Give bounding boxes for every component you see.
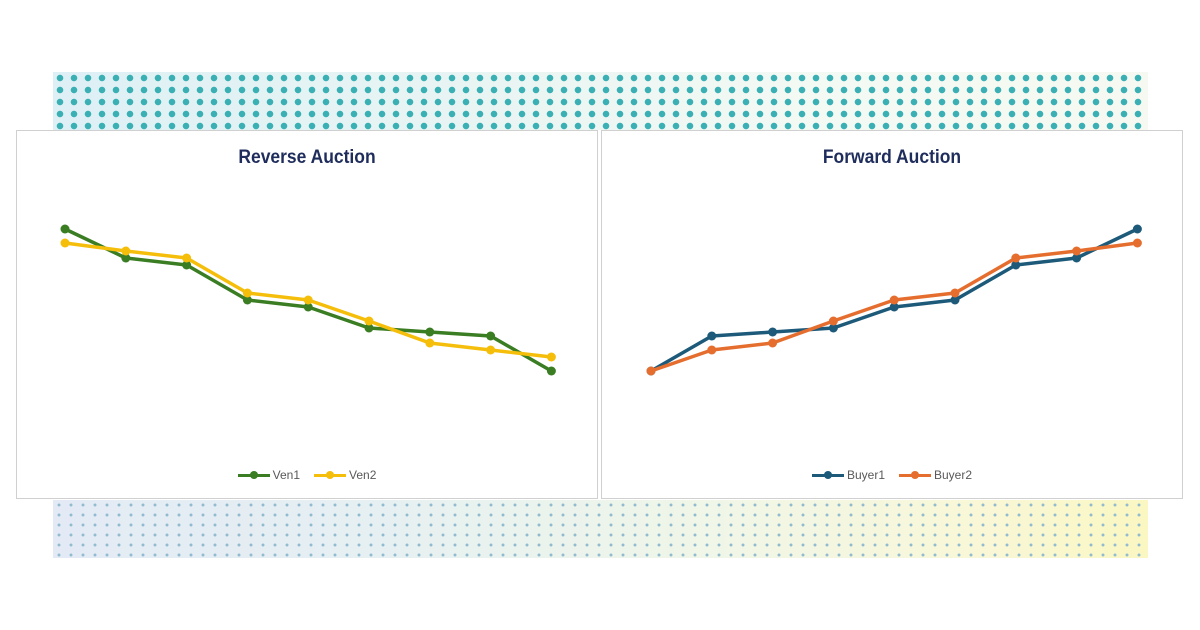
data-point-buyer2	[950, 288, 960, 298]
legend-swatch	[237, 470, 270, 479]
data-point-buyer1	[889, 302, 899, 312]
legend-swatch	[314, 470, 346, 479]
data-point-buyer2	[768, 338, 778, 348]
data-point-ven2	[546, 352, 556, 362]
data-point-ven1	[546, 366, 556, 376]
legend-item-buyer1: Buyer1	[811, 468, 885, 482]
legend-item-buyer2: Buyer2	[899, 468, 972, 482]
decorative-dot-band-bottom	[53, 500, 1148, 558]
data-point-ven2	[364, 316, 374, 326]
data-point-buyer1	[1132, 224, 1142, 234]
data-point-buyer2	[889, 295, 899, 305]
forward-auction-plot	[646, 224, 1142, 376]
data-point-buyer1	[828, 323, 838, 333]
data-point-ven1	[303, 302, 313, 312]
legend: Ven1 Ven2	[17, 468, 597, 482]
data-point-ven1	[425, 327, 435, 337]
legend-item-ven2: Ven2	[314, 468, 376, 482]
data-point-buyer2	[1011, 253, 1021, 263]
data-point-ven2	[121, 246, 131, 256]
legend-swatch	[811, 470, 844, 479]
legend-label: Ven1	[272, 468, 300, 482]
data-point-buyer2	[646, 366, 656, 376]
data-point-ven1	[60, 224, 70, 234]
data-point-buyer1	[950, 295, 960, 305]
data-point-ven1	[182, 260, 192, 270]
legend-swatch	[899, 470, 931, 479]
data-point-buyer1	[1011, 260, 1021, 270]
data-point-buyer1	[1072, 253, 1082, 263]
data-point-buyer2	[1072, 246, 1082, 256]
chart-title: Reverse Auction	[238, 147, 376, 168]
data-point-buyer2	[828, 316, 838, 326]
data-point-buyer2	[1132, 238, 1142, 248]
data-point-ven2	[182, 253, 192, 263]
data-point-ven2	[303, 295, 313, 305]
data-point-ven2	[486, 345, 496, 355]
forward-auction-chart: Forward Auction Buyer1 Buyer2	[601, 130, 1183, 499]
data-point-buyer1	[707, 331, 717, 341]
data-point-buyer1	[768, 327, 778, 337]
data-point-ven1	[486, 331, 496, 341]
reverse-auction-chart: Reverse Auction Ven1 Ven2	[16, 130, 598, 499]
legend-item-ven1: Ven1	[237, 468, 300, 482]
data-point-buyer2	[707, 345, 717, 355]
legend: Buyer1 Buyer2	[602, 468, 1182, 482]
reverse-auction-plot	[60, 224, 556, 376]
data-point-ven2	[242, 288, 252, 298]
data-point-ven1	[364, 323, 374, 333]
data-point-ven2	[60, 238, 70, 248]
legend-label: Buyer2	[934, 468, 973, 482]
legend-label: Ven2	[349, 468, 377, 482]
data-point-ven1	[242, 295, 252, 305]
data-point-ven1	[121, 253, 131, 263]
decorative-dot-band-top	[53, 72, 1148, 130]
legend-label: Buyer1	[846, 468, 885, 482]
chart-title: Forward Auction	[822, 147, 962, 168]
data-point-ven2	[425, 338, 435, 348]
